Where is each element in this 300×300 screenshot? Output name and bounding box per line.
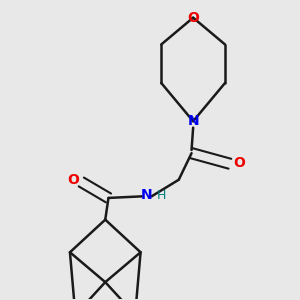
Text: O: O <box>187 11 199 25</box>
Text: O: O <box>233 156 245 170</box>
Text: N: N <box>187 114 199 128</box>
Text: N: N <box>141 188 153 203</box>
Text: H: H <box>157 189 166 202</box>
Text: O: O <box>68 173 79 188</box>
